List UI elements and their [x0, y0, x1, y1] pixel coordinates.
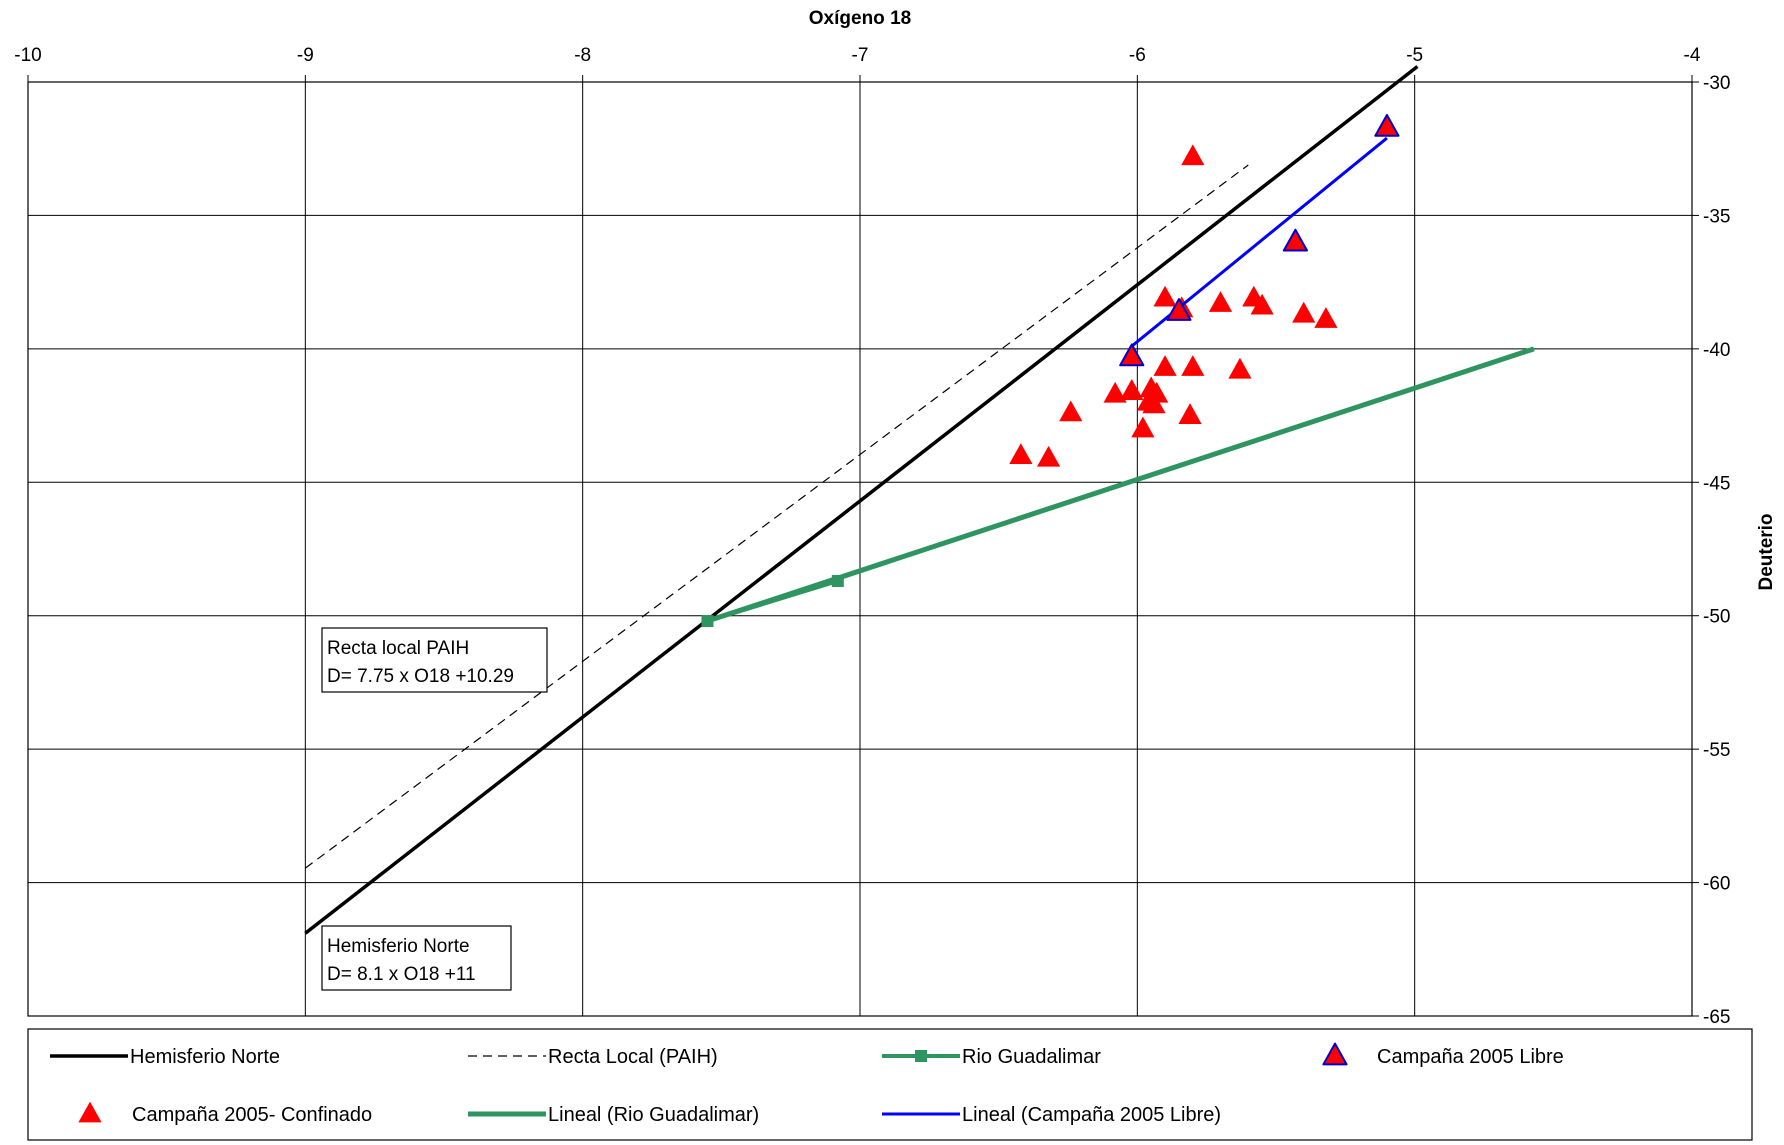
legend-item: Hemisferio Norte	[50, 1046, 280, 1068]
data-point-triangle	[1059, 400, 1083, 422]
annotation-text: Recta local PAIH	[327, 638, 469, 659]
series-lineal-rio-guadalimar-	[706, 346, 1535, 624]
series-line	[706, 346, 1535, 624]
x-tick-label: -4	[1684, 45, 1701, 66]
data-point-triangle	[1153, 285, 1177, 307]
data-point-triangle	[1009, 443, 1033, 464]
legend-label: Campaña 2005- Confinado	[132, 1104, 372, 1126]
equation-annotation: Hemisferio Norte D= 8.1 x O18 +11	[321, 925, 512, 991]
legend: Hemisferio Norte Recta Local (PAIH) Rio Gu…	[27, 1028, 1753, 1141]
data-point-triangle	[1142, 392, 1166, 414]
legend-symbol-triangle	[78, 1101, 102, 1123]
legend-item: Recta Local (PAIH)	[468, 1046, 718, 1068]
y-tick-label: -50	[1703, 607, 1730, 628]
legend-symbol-square	[915, 1050, 927, 1062]
x-axis-title: Oxígeno 18	[809, 8, 911, 29]
series-recta-local-paih-	[304, 164, 1249, 869]
annotation-box	[321, 627, 548, 693]
legend-box	[27, 1028, 1753, 1141]
annotation-box	[321, 925, 512, 991]
legend-label: Campaña 2005 Libre	[1377, 1046, 1564, 1068]
y-tick-label: -65	[1703, 1007, 1730, 1028]
legend-label: Lineal (Campaña 2005 Libre)	[962, 1104, 1221, 1126]
equation-annotations: Recta local PAIH D= 7.75 x O18 +10.29 Hemi…	[321, 627, 548, 991]
legend-item: Campaña 2005- Confinado	[78, 1101, 372, 1126]
x-tick-label: -10	[14, 45, 41, 66]
legend-label: Rio Guadalimar	[962, 1046, 1101, 1068]
x-tick-label: -7	[852, 45, 869, 66]
data-point-triangle	[1374, 113, 1400, 137]
data-point-triangle	[1292, 301, 1316, 323]
axis-ticks: -10 -9 -8 -7 -6 -5 -4-30 -35 -40 -45 -50 -55 -60 -65	[14, 45, 1730, 1028]
series-campa-a-2005-libre	[1119, 113, 1400, 367]
y-tick-label: -35	[1703, 206, 1730, 227]
data-point-square	[831, 575, 844, 588]
data-point-triangle	[1103, 381, 1127, 403]
x-tick-label: -9	[297, 45, 314, 66]
data-point-triangle	[1119, 343, 1145, 367]
data-point-square	[701, 615, 714, 628]
data-point-triangle	[1036, 445, 1061, 467]
series-campa-a-2005-confinado	[1009, 144, 1338, 467]
data-point-triangle	[1153, 355, 1177, 376]
annotation-text: D= 8.1 x O18 +11	[327, 964, 476, 985]
grid	[27, 81, 1693, 1017]
data-point-triangle	[1181, 144, 1205, 166]
data-point-triangle	[1166, 298, 1192, 321]
data-point-triangle	[1314, 307, 1338, 328]
data-point-triangle	[1208, 291, 1233, 312]
legend-symbol-triangle	[1322, 1042, 1348, 1066]
y-tick-label: -55	[1703, 740, 1730, 761]
legend-label: Lineal (Rio Guadalimar)	[548, 1104, 759, 1126]
x-tick-label: -5	[1406, 45, 1423, 66]
data-point-triangle	[1181, 355, 1205, 376]
legend-label: Hemisferio Norte	[130, 1046, 280, 1068]
series-rio-guadalimar	[701, 575, 844, 628]
data-point-triangle	[1178, 403, 1202, 424]
y-tick-label: -60	[1703, 874, 1730, 895]
equation-annotation: Recta local PAIH D= 7.75 x O18 +10.29	[321, 627, 548, 693]
legend-item: Lineal (Rio Guadalimar)	[468, 1104, 759, 1126]
legend-item: Lineal (Campaña 2005 Libre)	[882, 1104, 1221, 1126]
data-series	[304, 65, 1535, 935]
annotation-text: D= 7.75 x O18 +10.29	[327, 666, 514, 687]
data-point-triangle	[1131, 416, 1155, 438]
series-line	[304, 65, 1419, 935]
data-point-triangle	[1120, 379, 1144, 400]
legend-label: Recta Local (PAIH)	[548, 1046, 718, 1068]
series-line	[706, 579, 839, 623]
data-point-triangle	[1250, 293, 1274, 315]
series-hemisferio-norte	[304, 65, 1419, 935]
legend-item: Rio Guadalimar	[882, 1046, 1101, 1068]
series-line	[304, 164, 1249, 869]
annotation-text: Hemisferio Norte	[327, 936, 470, 957]
data-point-triangle	[1282, 228, 1309, 252]
x-tick-label: -8	[574, 45, 591, 66]
x-tick-label: -6	[1129, 45, 1146, 66]
y-tick-label: -45	[1703, 473, 1730, 494]
y-axis-title: Deuterio	[1756, 513, 1777, 590]
data-point-triangle	[1228, 357, 1252, 379]
legend-item: Campaña 2005 Libre	[1322, 1042, 1564, 1068]
y-tick-label: -30	[1703, 73, 1730, 94]
y-tick-label: -40	[1703, 340, 1730, 361]
